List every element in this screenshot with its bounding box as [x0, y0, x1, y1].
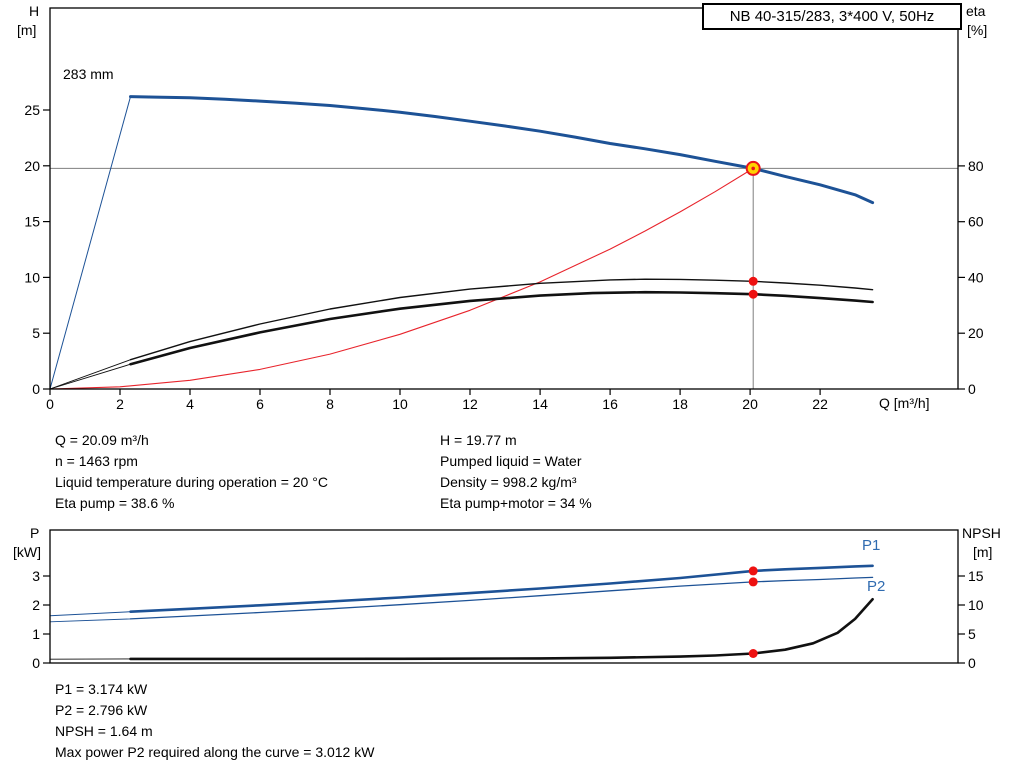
info-line-p2: P2 = 2.796 kW [55, 702, 148, 718]
duty-point-center [751, 166, 755, 171]
y-right-tick-label: 60 [968, 214, 984, 230]
y-left-tick-label: 0 [32, 655, 40, 671]
y-left-tick-label: 0 [32, 381, 40, 397]
impeller-diameter-label: 283 mm [63, 66, 114, 82]
min-flow-line [49, 96, 131, 390]
p1-curve-label: P1 [862, 537, 881, 554]
x-tick-label: 2 [116, 396, 124, 412]
axis-label-h: H [29, 3, 40, 19]
npsh-curve [129, 597, 874, 661]
x-tick-label: 22 [812, 396, 828, 412]
info-line-n: n = 1463 rpm [55, 453, 138, 469]
duty-dot-marker [748, 577, 758, 587]
x-tick-label: 12 [462, 396, 478, 412]
y-right-tick-label: 15 [968, 568, 984, 584]
power-info-block: P1 = 3.174 kW P2 = 2.796 kW NPSH = 1.64 … [55, 679, 374, 763]
system-curve [49, 167, 754, 390]
y-right-tick-label: 0 [968, 655, 976, 671]
y-left-tick-label: 1 [32, 626, 40, 642]
eta-pump-ext [49, 359, 131, 390]
y-left-tick-label: 25 [24, 102, 40, 118]
x-tick-label: 8 [326, 396, 334, 412]
y-left-tick-label: 3 [32, 568, 40, 584]
y-right-tick-label: 5 [968, 626, 976, 642]
y-left-tick-label: 15 [24, 214, 40, 230]
plot-border [49, 7, 959, 390]
info-line-eta: Eta pump = 38.6 % [55, 495, 175, 511]
duty-info-left: Q = 20.09 m³/h n = 1463 rpm Liquid tempe… [55, 430, 328, 514]
duty-dot-marker [748, 566, 758, 576]
y-right-tick-label: 10 [968, 597, 984, 613]
x-tick-label: 0 [46, 396, 54, 412]
eta-pump-motor-ext [49, 363, 131, 390]
duty-info-right: H = 19.77 m Pumped liquid = Water Densit… [440, 430, 592, 514]
info-line-eta-tot: Eta pump+motor = 34 % [440, 495, 592, 511]
axis-unit-m: [m] [17, 22, 37, 38]
p2-ext [49, 618, 131, 623]
axis-label-eta: eta [966, 3, 986, 19]
p2-curve-label: P2 [867, 578, 886, 595]
info-line-p1: P1 = 3.174 kW [55, 681, 148, 697]
x-tick-label: 20 [742, 396, 758, 412]
pump-title-box: NB 40-315/283, 3*400 V, 50Hz [702, 3, 962, 30]
axis-label-p: P [30, 525, 40, 541]
axis-label-q: Q [m³/h] [879, 395, 930, 411]
p1-curve [129, 564, 874, 614]
info-line-npsh: NPSH = 1.64 m [55, 723, 153, 739]
y-left-tick-label: 2 [32, 597, 40, 613]
axis-unit-m-npsh: [m] [973, 544, 993, 560]
info-line-q: Q = 20.09 m³/h [55, 432, 149, 448]
info-line-density: Density = 998.2 kg/m³ [440, 474, 577, 490]
x-tick-label: 14 [532, 396, 548, 412]
p2-curve [129, 576, 874, 620]
x-tick-label: 6 [256, 396, 264, 412]
head-curve [129, 95, 875, 205]
y-right-tick-label: 40 [968, 269, 984, 285]
axis-unit-kw: [kW] [13, 544, 41, 560]
power-npsh-chart: 0 1 2 3 0 5 10 15 [32, 529, 984, 671]
duty-dot-marker [748, 276, 758, 286]
y-right-tick-label: 80 [968, 158, 984, 174]
info-line-h: H = 19.77 m [440, 432, 517, 448]
plot-border [49, 529, 959, 664]
hq-chart: 0 2 4 6 8 10 12 14 16 18 20 22 0 5 10 15 20 25 0 20 40 60 80 [24, 7, 984, 412]
eta-pump-motor-curve [129, 290, 874, 366]
y-left-tick-label: 10 [24, 269, 40, 285]
x-tick-label: 10 [392, 396, 408, 412]
x-tick-label: 4 [186, 396, 194, 412]
y-right-tick-label: 0 [968, 381, 976, 397]
info-line-maxpower: Max power P2 required along the curve = … [55, 744, 375, 760]
y-right-tick-label: 20 [968, 325, 984, 341]
duty-dot-marker [748, 289, 758, 299]
p1-ext [49, 611, 131, 617]
axis-unit-percent: [%] [967, 22, 988, 38]
info-line-temp: Liquid temperature during operation = 20… [55, 474, 328, 490]
eta-pump-curve [129, 278, 874, 361]
x-tick-label: 18 [672, 396, 688, 412]
x-tick-label: 16 [602, 396, 618, 412]
duty-dot-marker [748, 649, 758, 658]
axis-label-npsh: NPSH [962, 525, 1001, 541]
info-line-liquid: Pumped liquid = Water [440, 453, 582, 469]
y-left-tick-label: 20 [24, 158, 40, 174]
y-left-tick-label: 5 [32, 325, 40, 341]
